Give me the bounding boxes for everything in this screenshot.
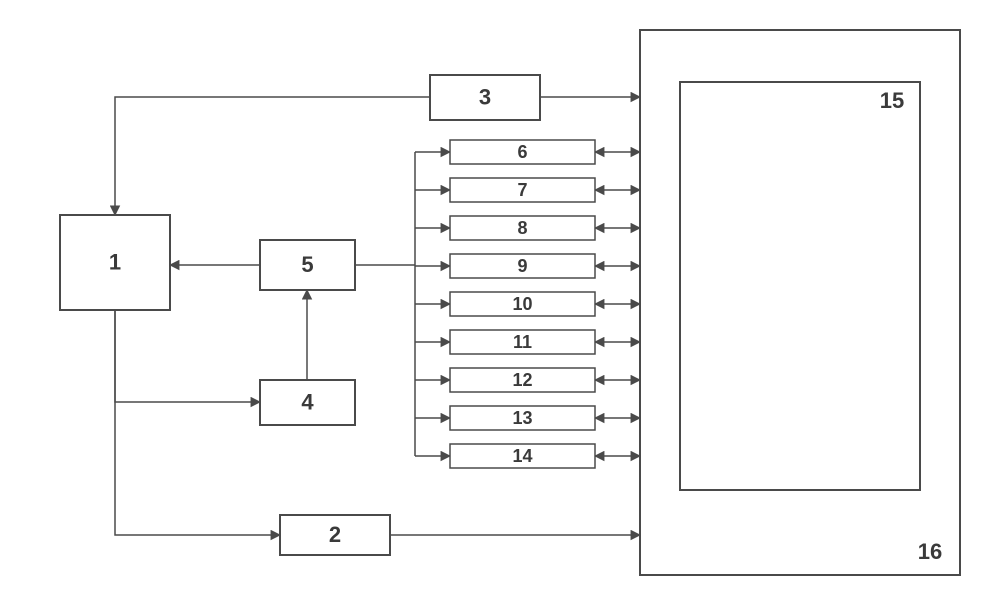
node-1: 1	[60, 215, 170, 310]
node-10: 10	[450, 292, 595, 316]
node-11: 11	[450, 330, 595, 354]
node-label-4: 4	[301, 389, 314, 414]
node-label-13: 13	[512, 408, 532, 428]
node-label-11: 11	[513, 332, 532, 352]
node-label-5: 5	[301, 252, 313, 277]
node-5: 5	[260, 240, 355, 290]
node-3: 3	[430, 75, 540, 120]
edge	[115, 97, 430, 215]
node-label-12: 12	[512, 370, 532, 390]
edge	[115, 310, 260, 402]
node-label-8: 8	[517, 218, 527, 238]
node-2: 2	[280, 515, 390, 555]
node-4: 4	[260, 380, 355, 425]
node-label-9: 9	[517, 256, 527, 276]
node-8: 8	[450, 216, 595, 240]
node-14: 14	[450, 444, 595, 468]
node-label-3: 3	[479, 84, 491, 109]
node-label-14: 14	[512, 446, 532, 466]
node-label-15: 15	[880, 88, 904, 113]
node-6: 6	[450, 140, 595, 164]
node-label-2: 2	[329, 522, 341, 547]
node-15: 15	[680, 82, 920, 490]
node-9: 9	[450, 254, 595, 278]
node-label-10: 10	[512, 294, 532, 314]
block-diagram: 16151234567891011121314	[0, 0, 1000, 609]
edge	[115, 310, 280, 535]
node-label-7: 7	[517, 180, 527, 200]
node-label-16: 16	[918, 539, 942, 564]
node-12: 12	[450, 368, 595, 392]
node-label-6: 6	[517, 142, 527, 162]
node-13: 13	[450, 406, 595, 430]
node-7: 7	[450, 178, 595, 202]
node-label-1: 1	[109, 249, 121, 274]
